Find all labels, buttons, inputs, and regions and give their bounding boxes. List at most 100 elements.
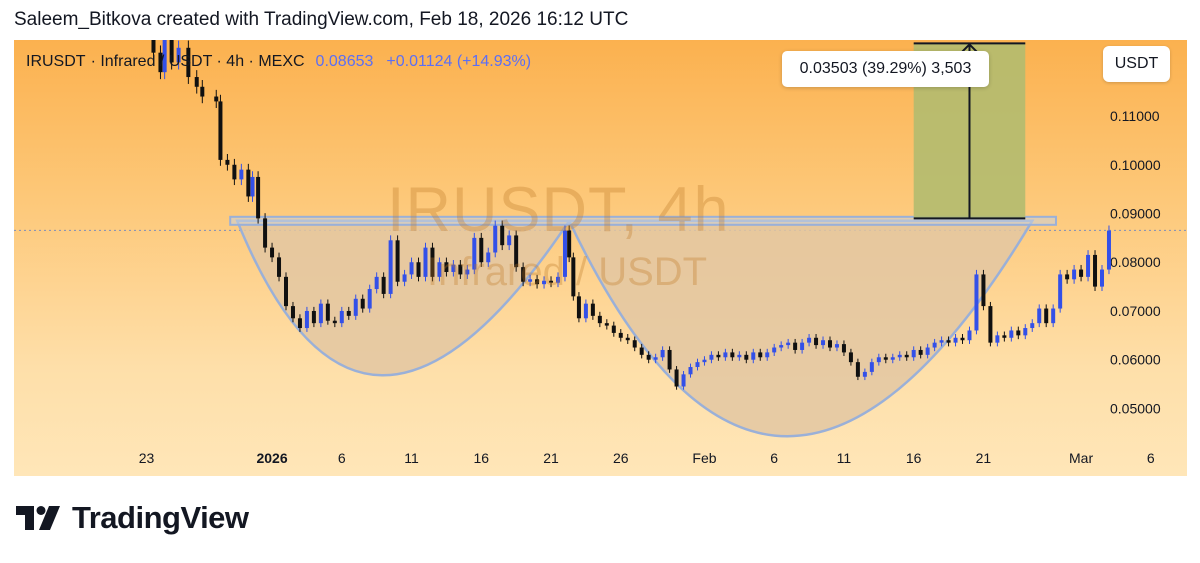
candle-body bbox=[765, 352, 770, 358]
candle-body bbox=[239, 169, 244, 180]
candle-body bbox=[758, 352, 763, 358]
candle-body bbox=[200, 86, 205, 97]
symbol-legend[interactable]: IRUSDT · Infrared / USDT · 4h · MEXC 0.0… bbox=[26, 53, 531, 71]
candle-body bbox=[730, 352, 735, 358]
x-tick-label: 6 bbox=[770, 450, 778, 466]
candle-body bbox=[646, 354, 651, 360]
neckline-band bbox=[229, 215, 1057, 226]
candle-body bbox=[779, 345, 784, 348]
candle-body bbox=[437, 262, 442, 277]
y-tick-label: 0.09000 bbox=[1110, 206, 1161, 222]
tradingview-logo[interactable]: TradingView bbox=[16, 500, 249, 536]
candle-body bbox=[890, 357, 895, 360]
candle-body bbox=[395, 240, 400, 282]
candle-body bbox=[625, 337, 630, 341]
candle-body bbox=[444, 262, 449, 272]
candle-body bbox=[904, 354, 909, 358]
candle-body bbox=[214, 96, 219, 102]
candle-body bbox=[786, 342, 791, 346]
candle-body bbox=[556, 276, 560, 283]
candle-body bbox=[360, 298, 365, 309]
y-tick-label: 0.10000 bbox=[1110, 157, 1161, 173]
x-tick-label: Mar bbox=[1069, 450, 1093, 466]
candle-body bbox=[1058, 274, 1063, 309]
candle-body bbox=[1030, 323, 1035, 329]
candle-body bbox=[567, 230, 572, 258]
candle-body bbox=[1044, 308, 1049, 324]
candle-body bbox=[590, 303, 595, 316]
candle-body bbox=[549, 280, 554, 283]
candle-body bbox=[402, 274, 407, 282]
y-tick-label: 0.11000 bbox=[1110, 108, 1160, 124]
candle-body bbox=[667, 349, 672, 370]
candle-body bbox=[939, 340, 944, 343]
candle-body bbox=[1023, 328, 1028, 336]
candle-body bbox=[618, 332, 623, 338]
currency-button[interactable]: USDT bbox=[1103, 46, 1170, 82]
legend-symbol[interactable]: IRUSDT bbox=[26, 53, 86, 70]
candle-body bbox=[702, 359, 707, 363]
candle-body bbox=[800, 342, 805, 350]
candle-body bbox=[388, 240, 393, 294]
candle-body bbox=[911, 349, 916, 358]
candle-body bbox=[263, 218, 268, 248]
chart-panel[interactable]: 0.120000.110000.100000.090000.080000.070… bbox=[14, 40, 1187, 476]
candle-body bbox=[918, 349, 923, 355]
candle-body bbox=[339, 310, 344, 324]
candle-body bbox=[514, 235, 519, 268]
tradingview-logo-icon bbox=[16, 506, 60, 530]
candle-body bbox=[1100, 269, 1104, 287]
candle-body bbox=[925, 347, 930, 355]
candle-body bbox=[967, 330, 972, 341]
x-tick-label: 23 bbox=[139, 450, 155, 466]
candle-body bbox=[737, 354, 742, 358]
candle-body bbox=[374, 276, 379, 290]
candle-body bbox=[346, 310, 351, 316]
candle-body bbox=[751, 352, 756, 360]
candle-body bbox=[158, 52, 163, 73]
candle-body bbox=[451, 264, 456, 272]
chart-canvas[interactable]: 0.120000.110000.100000.090000.080000.070… bbox=[14, 40, 1187, 476]
candle-body bbox=[458, 264, 463, 275]
candle-body bbox=[409, 262, 414, 275]
candle-body bbox=[218, 101, 223, 160]
candle-body bbox=[290, 306, 295, 319]
candle-body bbox=[1009, 330, 1014, 338]
candle-body bbox=[571, 257, 576, 297]
candle-body bbox=[186, 47, 191, 78]
x-tick-label: 6 bbox=[338, 450, 346, 466]
tradingview-wordmark: TradingView bbox=[72, 500, 249, 535]
candle-body bbox=[709, 354, 714, 360]
candle-body bbox=[723, 352, 728, 358]
candle-body bbox=[479, 237, 484, 263]
candle-body bbox=[528, 279, 533, 282]
candle-body bbox=[604, 323, 609, 326]
candle-body bbox=[297, 318, 302, 329]
candle-body bbox=[995, 335, 1000, 343]
candle-body bbox=[1002, 335, 1007, 338]
x-tick-label: 26 bbox=[613, 450, 629, 466]
candle-body bbox=[876, 357, 881, 363]
candle-body bbox=[828, 340, 832, 348]
candle-body bbox=[430, 247, 435, 277]
candle-body bbox=[507, 235, 512, 246]
candle-body bbox=[688, 367, 693, 375]
x-tick-label: 21 bbox=[543, 450, 559, 466]
x-tick-label: 11 bbox=[837, 450, 852, 466]
candle-body bbox=[318, 303, 323, 324]
candle-body bbox=[1093, 254, 1098, 287]
x-tick-label: 2026 bbox=[256, 450, 287, 466]
candle-body bbox=[848, 352, 853, 363]
candle-body bbox=[681, 374, 686, 387]
candle-body bbox=[381, 276, 386, 294]
candle-body bbox=[953, 337, 958, 343]
candle-body bbox=[946, 340, 951, 343]
measure-label: 0.03503 (39.29%) 3,503 bbox=[782, 51, 989, 87]
candle-body bbox=[367, 289, 372, 309]
candle-body bbox=[1016, 330, 1021, 336]
candle-body bbox=[597, 315, 602, 324]
candle-body bbox=[855, 362, 860, 377]
candle-body bbox=[632, 340, 637, 348]
candle-body bbox=[1086, 254, 1091, 277]
candle-body bbox=[246, 169, 251, 197]
